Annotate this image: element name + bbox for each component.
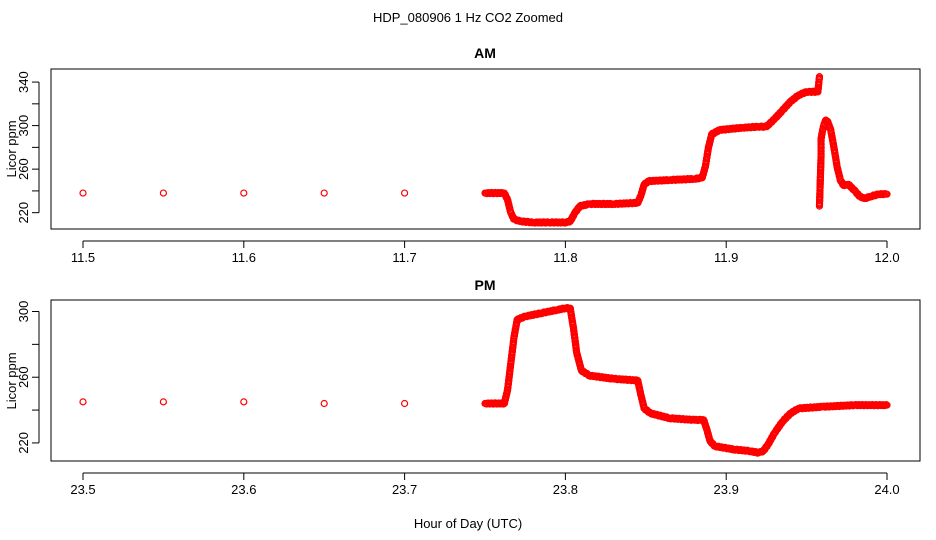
data-point (159, 398, 167, 406)
x-tick-label: 24.0 (874, 482, 899, 497)
data-point (320, 189, 328, 197)
x-axis: 23.5 23.6 23.7 23.8 23.9 24.0 (70, 472, 900, 497)
plot-frame (50, 68, 921, 230)
x-tick-label: 23.5 (70, 482, 95, 497)
data-point (815, 73, 824, 81)
y-tick-label: 300 (16, 301, 31, 323)
x-tick-label: 11.6 (232, 250, 256, 265)
data-point (240, 189, 248, 197)
x-tick-label: 11.5 (71, 250, 95, 265)
chart-am: AM Licor ppm 11.5 11.6 11.7 11.8 11.9 12.0 22… (4, 45, 921, 265)
x-tick-label: 23.6 (231, 482, 256, 497)
x-tick-label: 23.8 (553, 482, 578, 497)
x-tick-label: 11.7 (392, 250, 416, 265)
data-point (79, 398, 87, 406)
y-tick-label: 220 (16, 432, 31, 454)
x-tick-label: 11.8 (553, 250, 577, 265)
y-axis: 220 260 300 340 (16, 71, 40, 224)
data-point (883, 190, 891, 198)
y-tick-label: 260 (16, 366, 31, 388)
x-axis-label: Hour of Day (UTC) (414, 516, 522, 531)
x-axis: 11.5 11.6 11.7 11.8 11.9 12.0 (71, 240, 900, 265)
y-tick-label: 220 (16, 202, 31, 224)
panel-title: PM (475, 277, 496, 293)
x-tick-label: 12.0 (874, 250, 899, 265)
data-point (320, 399, 328, 408)
y-tick-label: 340 (16, 71, 31, 93)
y-tick-label: 260 (16, 158, 31, 180)
y-axis-label: Licor ppm (4, 352, 19, 409)
data-point (240, 398, 248, 406)
data-point (401, 399, 409, 408)
x-tick-label: 11.9 (714, 250, 738, 265)
y-tick-label: 300 (16, 115, 31, 137)
plot-frame (50, 299, 921, 462)
y-axis-label: Licor ppm (4, 120, 19, 177)
panel-title: AM (474, 45, 496, 61)
x-tick-label: 23.7 (392, 482, 417, 497)
data-points (79, 73, 891, 227)
data-point (401, 189, 409, 197)
data-point (883, 401, 891, 409)
data-point (79, 189, 87, 197)
data-point (159, 189, 167, 197)
y-axis: 220 260 300 (16, 301, 40, 454)
x-tick-label: 23.9 (714, 482, 739, 497)
chart-pm: PM Licor ppm 23.5 23.6 23.7 23.8 23.9 24.0 22… (4, 277, 921, 497)
figure-title: HDP_080906 1 Hz CO2 Zoomed (373, 10, 563, 25)
data-points (79, 304, 891, 457)
